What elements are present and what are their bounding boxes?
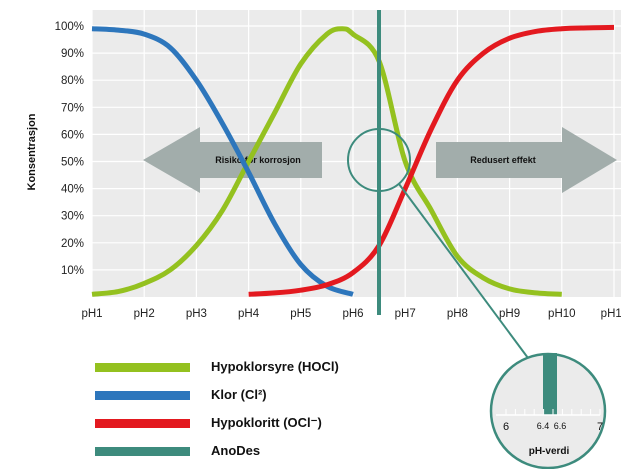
inset-ticks [505, 409, 601, 415]
highlight-circle [347, 128, 411, 192]
y-axis-ticks: 10% 20% 30% 40% 50% 60% 70% 80% 90% 100% [55, 21, 84, 277]
x-tick-pH4: pH4 [238, 308, 260, 320]
y-tick-60: 60% [61, 129, 84, 141]
x-tick-pH5: pH5 [290, 308, 311, 320]
x-tick-pH8: pH8 [447, 308, 468, 320]
arrow-right-shape [436, 127, 617, 193]
x-tick-pH11: pH11 [601, 308, 621, 320]
legend-label-hocl: Hypoklorsyre (HOCl) [211, 359, 339, 374]
legend-label-ocl: Hypokloritt (OCl⁻) [211, 415, 322, 430]
x-tick-pH6: pH6 [342, 308, 363, 320]
x-tick-pH10: pH10 [548, 308, 576, 320]
y-tick-50: 50% [61, 157, 84, 169]
inset-anodes-band [543, 353, 557, 415]
connector-line [398, 183, 529, 359]
curves [91, 24, 615, 297]
arrow-risiko: Risiko for korrosjon [143, 127, 322, 193]
legend-label-klor: Klor (Cl²) [211, 387, 267, 402]
x-axis-ticks: pH1 pH2 pH3 pH4 pH5 pH6 pH7 pH8 pH9 pH10 pH11 [81, 308, 621, 320]
legend-swatch-anodes [95, 447, 190, 456]
x-tick-pH7: pH7 [395, 308, 416, 320]
y-tick-70: 70% [61, 102, 84, 114]
inset-tick-left: 6 [503, 421, 509, 433]
arrow-redusert: Redusert effekt [436, 127, 617, 193]
series-klor-line [91, 26, 354, 297]
legend-label-anodes: AnoDes [211, 443, 261, 458]
inset-title: pH-verdi [529, 446, 570, 457]
series-ocl-line [248, 24, 615, 297]
arrow-right-label: Redusert effekt [470, 155, 536, 165]
y-tick-30: 30% [61, 211, 84, 223]
arrow-left-shape [143, 127, 322, 193]
y-axis-label: Konsentrasjon [26, 113, 38, 190]
y-tick-100: 100% [55, 21, 84, 33]
inset-label-b: 6.6 [554, 421, 567, 431]
legend-swatch-hocl [95, 363, 190, 372]
series-hocl-line [91, 26, 562, 297]
y-tick-80: 80% [61, 75, 84, 87]
arrow-left-label: Risiko for korrosjon [215, 155, 301, 165]
y-tick-90: 90% [61, 48, 84, 60]
legend-swatch-ocl [95, 419, 190, 428]
y-tick-40: 40% [61, 184, 84, 196]
legend-swatch-klor [95, 391, 190, 400]
x-tick-pH9: pH9 [499, 308, 520, 320]
zoom-inset: 6 7 6.4 6.6 pH-verdi [489, 352, 607, 469]
y-tick-10: 10% [61, 265, 84, 277]
inset-label-a: 6.4 [537, 421, 550, 431]
x-tick-pH2: pH2 [134, 308, 155, 320]
x-tick-pH1: pH1 [81, 308, 102, 320]
inset-tick-right: 7 [597, 421, 603, 433]
y-tick-20: 20% [61, 238, 84, 250]
x-tick-pH3: pH3 [186, 308, 207, 320]
